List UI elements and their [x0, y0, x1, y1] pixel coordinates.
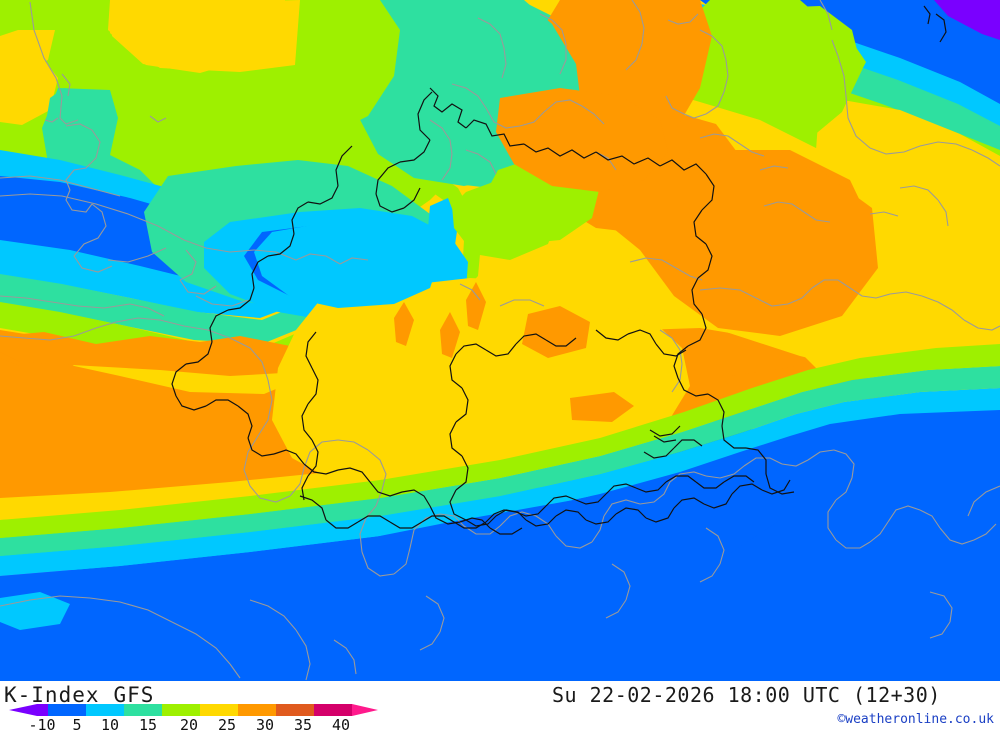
contour-teal-atlantic — [0, 274, 316, 344]
contour-yellow-blob-left2 — [0, 30, 55, 72]
contour-orange-spot3 — [440, 312, 460, 358]
contour-cyan-nw-tongue — [254, 222, 438, 308]
contour-cyan-alps-band — [0, 388, 1000, 576]
k-index-colorbar[interactable]: -10 5 10 15 20 25 30 35 40 — [0, 702, 380, 733]
contour-yellow-wedge-top — [111, 0, 287, 72]
colorbar-tick-3: 15 — [139, 716, 157, 733]
contour-green-baltic-cut — [310, 0, 400, 132]
colorbar-band-4 — [200, 704, 238, 716]
colorbar-band-1 — [86, 704, 124, 716]
country-borders — [171, 5, 947, 535]
map-title: K-Index GFS — [4, 683, 154, 707]
colorbar-tick-2: 10 — [101, 716, 119, 733]
model-label: GFS — [113, 683, 155, 707]
contour-green-strip-edge — [150, 126, 482, 304]
colorbar-under-block — [37, 704, 48, 716]
colorbar-tick-0: -10 — [28, 716, 55, 733]
contour-teal-alps-band — [0, 366, 1000, 556]
contour-cyan-atlantic — [0, 240, 308, 318]
contour-yellow-right-1 — [816, 96, 1000, 230]
contour-orange-spot1 — [466, 282, 486, 330]
contour-blue-alps-core — [222, 464, 800, 664]
contour-orange-east-large — [538, 0, 878, 336]
contour-green-alps-band — [0, 344, 1000, 538]
contour-orange-spot5 — [570, 392, 634, 422]
colorbar-band-7 — [314, 704, 352, 716]
k-index-contour-map[interactable] — [0, 0, 1000, 681]
contour-green-ngermany2 — [452, 178, 560, 260]
colorbar-band-5 — [238, 704, 276, 716]
contour-orange-spot2 — [394, 302, 414, 346]
map-footer: K-Index GFS Su 22-02-2026 18:00 UTC (12+3… — [0, 681, 1000, 733]
colorbar-tick-8: 40 — [332, 716, 350, 733]
colorbar-band-0 — [48, 704, 86, 716]
contour-cyan-bottomleft — [0, 592, 70, 630]
colorbar-tick-1: 5 — [72, 716, 81, 733]
contour-violet-ne-2 — [934, 0, 1000, 40]
valid-datetime-label: Su 22-02-2026 18:00 UTC (12+30) — [552, 683, 941, 707]
admin-borders — [0, 0, 1000, 681]
colorbar-over-arrow — [352, 704, 378, 716]
colorbar-tick-6: 30 — [256, 716, 274, 733]
colorbar-svg: -10 5 10 15 20 25 30 35 40 — [9, 704, 378, 733]
colorbar-tick-5: 25 — [218, 716, 236, 733]
contour-orange-balticcoast — [496, 88, 668, 192]
colorbar-tick-4: 20 — [180, 716, 198, 733]
contour-yellow-blob-left — [0, 52, 58, 125]
colorbar-tick-7: 35 — [294, 716, 312, 733]
parameter-label: K-Index — [4, 683, 100, 707]
contour-orange-sw-top2 — [0, 332, 356, 376]
colorbar-band-2 — [124, 704, 162, 716]
colorbar-under-arrow — [9, 704, 37, 716]
colorbar-band-3 — [162, 704, 200, 716]
colorbar-tick-labels: -10 5 10 15 20 25 30 35 40 — [28, 716, 350, 733]
contour-orange-spot4 — [522, 306, 590, 358]
colorbar-band-6 — [276, 704, 314, 716]
colorbar-swatches — [9, 704, 378, 716]
map-canvas — [0, 0, 1000, 681]
copyright-label: ©weatheronline.co.uk — [837, 712, 994, 727]
